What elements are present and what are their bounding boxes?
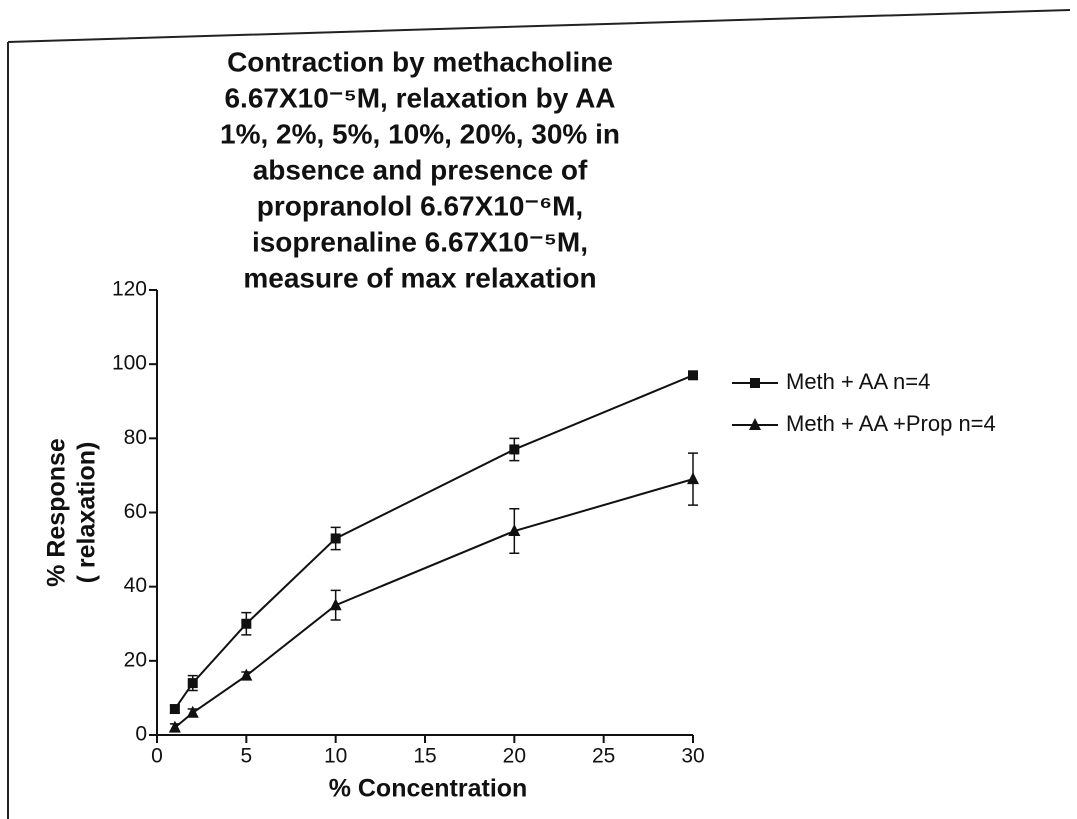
y-tick-label: 120: [112, 278, 147, 301]
marker: [749, 418, 761, 430]
chart-title: 1%, 2%, 5%, 10%, 20%, 30% in: [220, 118, 620, 149]
marker: [240, 668, 253, 681]
x-tick-label: 15: [413, 745, 436, 768]
marker: [509, 444, 520, 455]
y-tick-label: 40: [124, 574, 147, 597]
marker: [750, 378, 760, 388]
y-tick-label: 60: [124, 500, 147, 523]
legend-label: Meth + AA n=4: [786, 369, 930, 394]
y-tick-label: 20: [124, 648, 147, 671]
marker: [688, 370, 698, 381]
x-axis-label: % Concentration: [329, 775, 528, 803]
x-tick-label: 10: [324, 745, 347, 768]
chart-title: isoprenaline 6.67X10⁻⁵M,: [252, 226, 588, 257]
y-tick-label: 80: [124, 426, 147, 449]
chart-title: measure of max relaxation: [243, 262, 596, 293]
marker: [169, 704, 180, 715]
legend-label: Meth + AA +Prop n=4: [786, 411, 996, 436]
marker: [241, 618, 252, 629]
scan-frame: [7, 9, 1071, 819]
chart-title: Contraction by methacholine: [227, 46, 613, 77]
chart-title: 6.67X10⁻⁵M, relaxation by AA: [224, 82, 615, 113]
marker: [187, 678, 198, 689]
x-tick-label: 30: [681, 745, 704, 768]
y-tick-label: 100: [112, 352, 147, 375]
series-line: [174, 478, 694, 729]
marker: [186, 705, 199, 718]
chart-title: propranolol 6.67X10⁻⁶M,: [257, 190, 583, 221]
marker: [168, 720, 181, 733]
chart-title: absence and presence of: [253, 154, 588, 185]
marker: [687, 472, 699, 485]
y-tick-label: 0: [135, 723, 147, 746]
y-axis-label: ( relaxation): [73, 442, 101, 584]
marker: [508, 524, 521, 537]
marker: [329, 598, 342, 611]
series-line: [174, 374, 694, 710]
x-tick-label: 0: [151, 745, 163, 768]
y-axis-label: % Response: [43, 438, 71, 587]
marker: [330, 533, 341, 544]
x-tick-label: 20: [503, 745, 526, 768]
x-tick-label: 5: [240, 745, 252, 768]
x-tick-label: 25: [592, 745, 615, 768]
